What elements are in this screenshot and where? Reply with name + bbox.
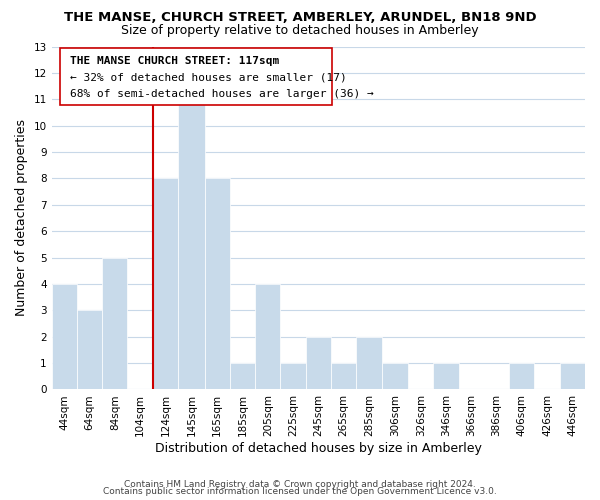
Bar — [305, 336, 331, 390]
Bar — [102, 258, 127, 390]
FancyBboxPatch shape — [59, 48, 332, 105]
X-axis label: Distribution of detached houses by size in Amberley: Distribution of detached houses by size … — [155, 442, 482, 455]
Bar — [255, 284, 280, 390]
Bar — [433, 363, 458, 390]
Bar — [382, 363, 408, 390]
Bar — [153, 178, 178, 390]
Text: THE MANSE, CHURCH STREET, AMBERLEY, ARUNDEL, BN18 9ND: THE MANSE, CHURCH STREET, AMBERLEY, ARUN… — [64, 11, 536, 24]
Bar — [205, 178, 230, 390]
Bar — [280, 363, 305, 390]
Bar — [52, 284, 77, 390]
Text: Contains HM Land Registry data © Crown copyright and database right 2024.: Contains HM Land Registry data © Crown c… — [124, 480, 476, 489]
Bar — [331, 363, 356, 390]
Bar — [178, 100, 205, 390]
Text: Size of property relative to detached houses in Amberley: Size of property relative to detached ho… — [121, 24, 479, 37]
Bar — [560, 363, 585, 390]
Text: ← 32% of detached houses are smaller (17): ← 32% of detached houses are smaller (17… — [70, 72, 347, 83]
Bar — [356, 336, 382, 390]
Bar — [509, 363, 535, 390]
Text: THE MANSE CHURCH STREET: 117sqm: THE MANSE CHURCH STREET: 117sqm — [70, 56, 280, 66]
Bar — [77, 310, 102, 390]
Y-axis label: Number of detached properties: Number of detached properties — [15, 120, 28, 316]
Bar — [230, 363, 255, 390]
Text: 68% of semi-detached houses are larger (36) →: 68% of semi-detached houses are larger (… — [70, 89, 374, 99]
Text: Contains public sector information licensed under the Open Government Licence v3: Contains public sector information licen… — [103, 487, 497, 496]
